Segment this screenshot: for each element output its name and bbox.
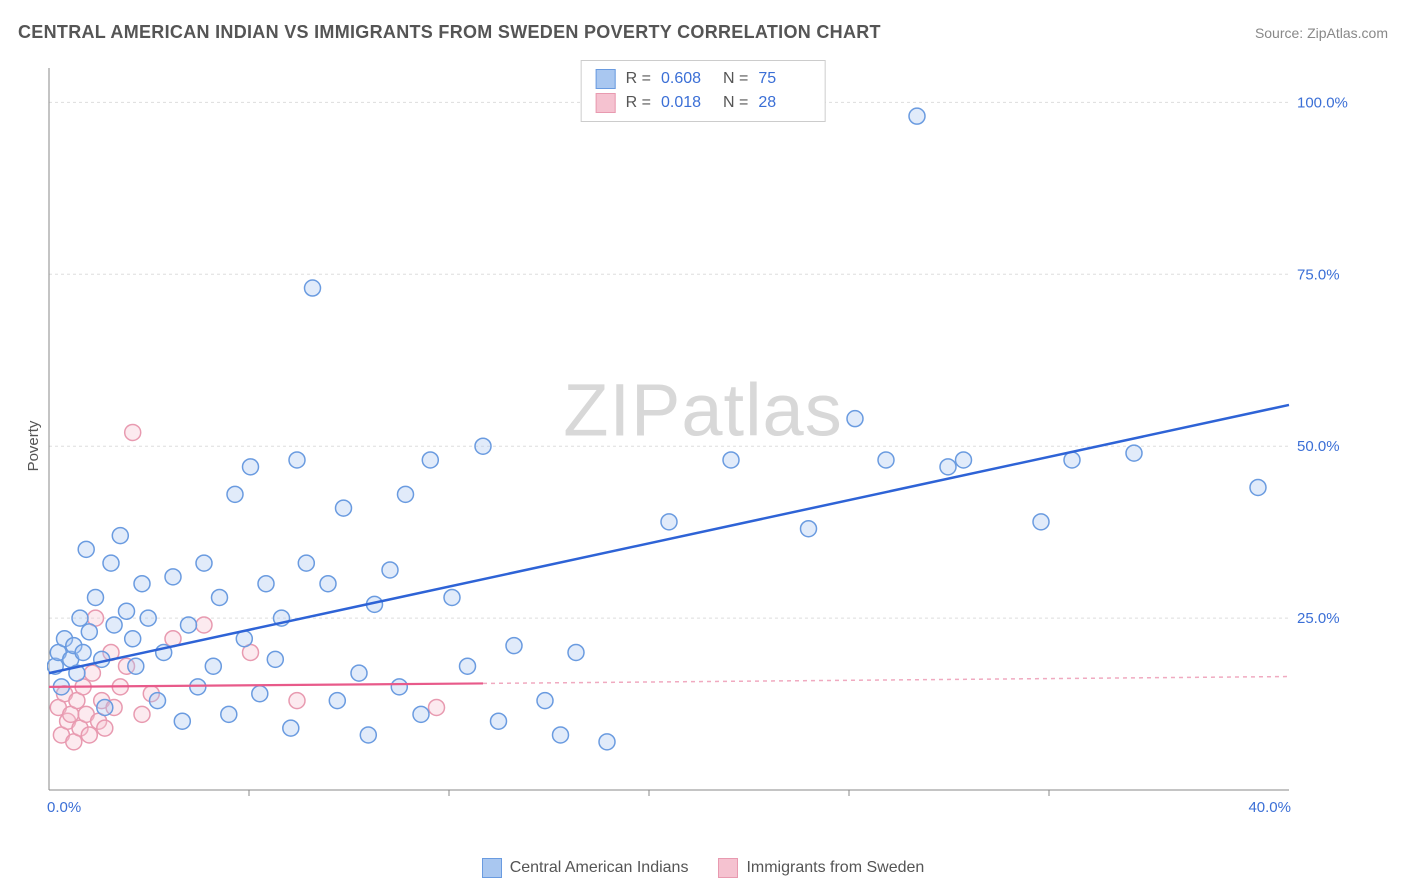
n-label: N = bbox=[723, 70, 748, 88]
y-axis-label: Poverty bbox=[25, 421, 42, 472]
series-label: Immigrants from Sweden bbox=[746, 859, 924, 877]
r-label: R = bbox=[626, 70, 651, 88]
n-value: 75 bbox=[758, 70, 810, 88]
n-label: N = bbox=[723, 94, 748, 112]
scatter-chart-svg: 25.0% 50.0% 75.0% 100.0% 0.0% 40.0% bbox=[47, 58, 1385, 828]
legend-swatch-blue bbox=[596, 69, 616, 89]
correlation-legend: R = 0.608 N = 75 R = 0.018 N = 28 bbox=[581, 60, 826, 122]
r-value: 0.608 bbox=[661, 70, 713, 88]
series-label: Central American Indians bbox=[510, 859, 689, 877]
n-value: 28 bbox=[758, 94, 810, 112]
r-value: 0.018 bbox=[661, 94, 713, 112]
chart-title: CENTRAL AMERICAN INDIAN VS IMMIGRANTS FR… bbox=[18, 22, 881, 43]
svg-text:40.0%: 40.0% bbox=[1248, 799, 1291, 816]
legend-swatch-pink bbox=[718, 858, 738, 878]
series-legend-item: Central American Indians bbox=[482, 858, 689, 878]
r-label: R = bbox=[626, 94, 651, 112]
correlation-legend-row: R = 0.608 N = 75 bbox=[596, 67, 811, 91]
legend-swatch-blue bbox=[482, 858, 502, 878]
svg-text:100.0%: 100.0% bbox=[1297, 94, 1348, 111]
svg-text:50.0%: 50.0% bbox=[1297, 438, 1340, 455]
series-legend: Central American Indians Immigrants from… bbox=[0, 858, 1406, 878]
svg-text:0.0%: 0.0% bbox=[47, 799, 81, 816]
chart-source: Source: ZipAtlas.com bbox=[1255, 25, 1388, 41]
svg-text:75.0%: 75.0% bbox=[1297, 266, 1340, 283]
svg-text:25.0%: 25.0% bbox=[1297, 610, 1340, 627]
legend-swatch-pink bbox=[596, 93, 616, 113]
chart-header: CENTRAL AMERICAN INDIAN VS IMMIGRANTS FR… bbox=[18, 22, 1388, 43]
correlation-legend-row: R = 0.018 N = 28 bbox=[596, 91, 811, 115]
series-legend-item: Immigrants from Sweden bbox=[718, 858, 924, 878]
plot-area: 25.0% 50.0% 75.0% 100.0% 0.0% 40.0% bbox=[47, 58, 1385, 828]
